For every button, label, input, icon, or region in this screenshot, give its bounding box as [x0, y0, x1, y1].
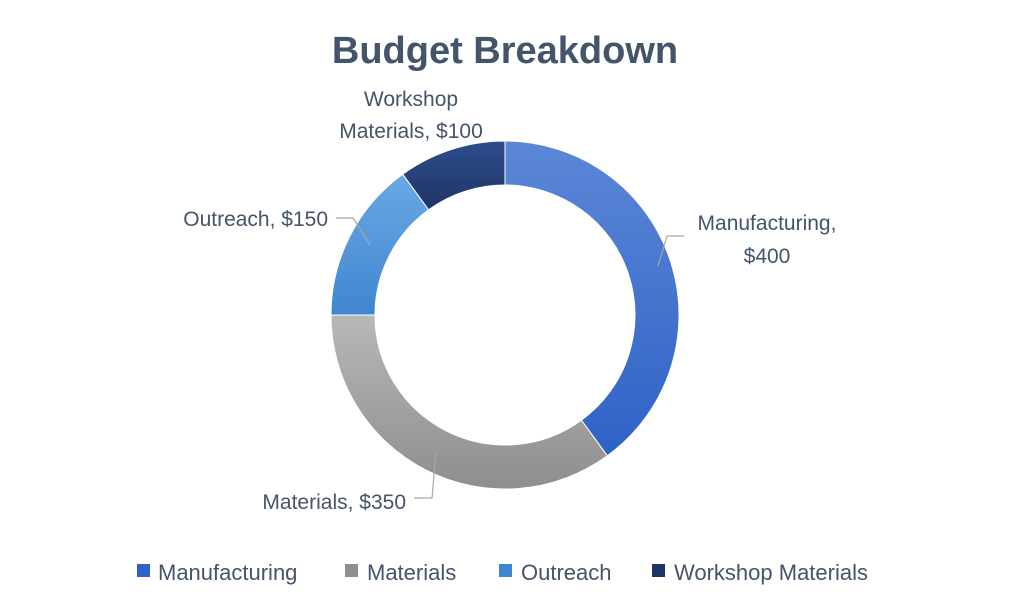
- slice-manufacturing: [504, 140, 680, 457]
- leader-line-outreach: [336, 217, 371, 246]
- leader-lines-group: [336, 217, 684, 499]
- slice-workshop-materials: [402, 140, 506, 211]
- data-label-manufacturing: Manufacturing, $400: [698, 212, 837, 268]
- data-labels-group: Manufacturing, $400 Materials, $350 Outreac…: [183, 88, 836, 514]
- legend-swatch-materials: [345, 564, 358, 577]
- leader-line-materials: [414, 451, 437, 499]
- legend-item-workshop-materials: Workshop Materials: [652, 560, 868, 585]
- legend-label-manufacturing: Manufacturing: [158, 560, 297, 585]
- data-label-outreach: Outreach, $150: [183, 208, 328, 231]
- slice-outreach: [330, 173, 430, 316]
- data-label-workshop-materials: Workshop Materials, $100: [339, 88, 483, 143]
- legend-swatch-manufacturing: [137, 564, 150, 577]
- chart-title: Budget Breakdown: [332, 30, 678, 72]
- slice-materials: [330, 314, 608, 490]
- data-label-materials: Materials, $350: [262, 491, 406, 514]
- legend-item-materials: Materials: [345, 560, 456, 585]
- slices-group: [330, 140, 680, 490]
- legend-label-workshop-materials: Workshop Materials: [674, 560, 868, 585]
- legend: Manufacturing Materials Outreach Workshop M…: [137, 560, 868, 585]
- legend-swatch-workshop-materials: [652, 564, 665, 577]
- leader-line-manufacturing: [657, 235, 684, 267]
- legend-label-materials: Materials: [367, 560, 456, 585]
- legend-label-outreach: Outreach: [521, 560, 612, 585]
- legend-swatch-outreach: [499, 564, 512, 577]
- legend-item-manufacturing: Manufacturing: [137, 560, 297, 585]
- legend-item-outreach: Outreach: [499, 560, 612, 585]
